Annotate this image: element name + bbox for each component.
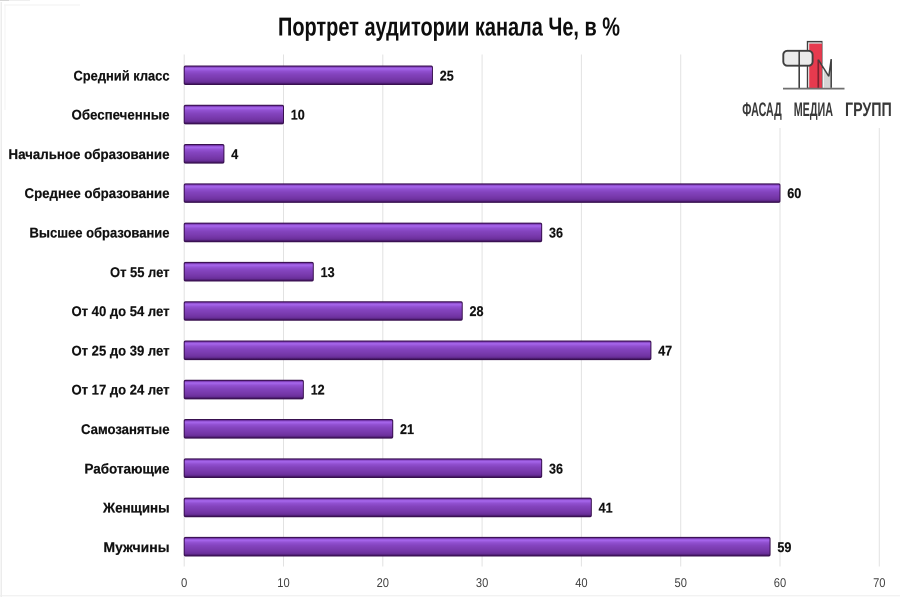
svg-text:МЕДИА: МЕДИА bbox=[794, 99, 833, 121]
svg-text:Женщины: Женщины bbox=[102, 500, 169, 516]
svg-text:21: 21 bbox=[400, 421, 414, 437]
svg-text:Самозанятые: Самозанятые bbox=[81, 421, 170, 437]
svg-text:25: 25 bbox=[440, 67, 454, 83]
svg-text:59: 59 bbox=[777, 539, 791, 555]
svg-text:60: 60 bbox=[774, 576, 786, 590]
svg-text:28: 28 bbox=[470, 303, 484, 319]
svg-text:От 25 до 39 лет: От 25 до 39 лет bbox=[72, 342, 170, 358]
svg-text:Обеспеченные: Обеспеченные bbox=[72, 107, 170, 123]
svg-text:Средний класс: Средний класс bbox=[74, 67, 170, 83]
svg-text:50: 50 bbox=[675, 576, 687, 590]
svg-text:ГРУПП: ГРУПП bbox=[845, 99, 892, 121]
svg-text:4: 4 bbox=[231, 146, 238, 162]
svg-text:От 40 до 54 лет: От 40 до 54 лет bbox=[72, 303, 170, 319]
svg-text:Портрет аудитории канала Че, в: Портрет аудитории канала Че, в % bbox=[278, 11, 620, 41]
svg-text:40: 40 bbox=[575, 576, 587, 590]
svg-text:Высшее образование: Высшее образование bbox=[30, 225, 170, 241]
svg-text:10: 10 bbox=[277, 576, 289, 590]
svg-text:30: 30 bbox=[476, 576, 488, 590]
svg-text:36: 36 bbox=[549, 460, 563, 476]
svg-text:Среднее образование: Среднее образование bbox=[25, 185, 170, 201]
svg-text:Начальное образование: Начальное образование bbox=[9, 146, 170, 162]
svg-text:ФАСАД: ФАСАД bbox=[742, 99, 782, 121]
svg-text:Работающие: Работающие bbox=[85, 460, 170, 476]
svg-text:12: 12 bbox=[311, 382, 325, 398]
svg-text:0: 0 bbox=[181, 576, 187, 590]
svg-text:20: 20 bbox=[377, 576, 389, 590]
svg-text:13: 13 bbox=[321, 264, 335, 280]
svg-text:70: 70 bbox=[873, 576, 885, 590]
svg-text:10: 10 bbox=[291, 107, 305, 123]
svg-text:60: 60 bbox=[787, 185, 801, 201]
svg-text:41: 41 bbox=[599, 500, 613, 516]
svg-text:От 17 до 24 лет: От 17 до 24 лет bbox=[72, 382, 170, 398]
svg-text:47: 47 bbox=[658, 342, 672, 358]
svg-text:От 55 лет: От 55 лет bbox=[110, 264, 170, 280]
svg-text:36: 36 bbox=[549, 225, 563, 241]
svg-text:Мужчины: Мужчины bbox=[104, 539, 170, 555]
